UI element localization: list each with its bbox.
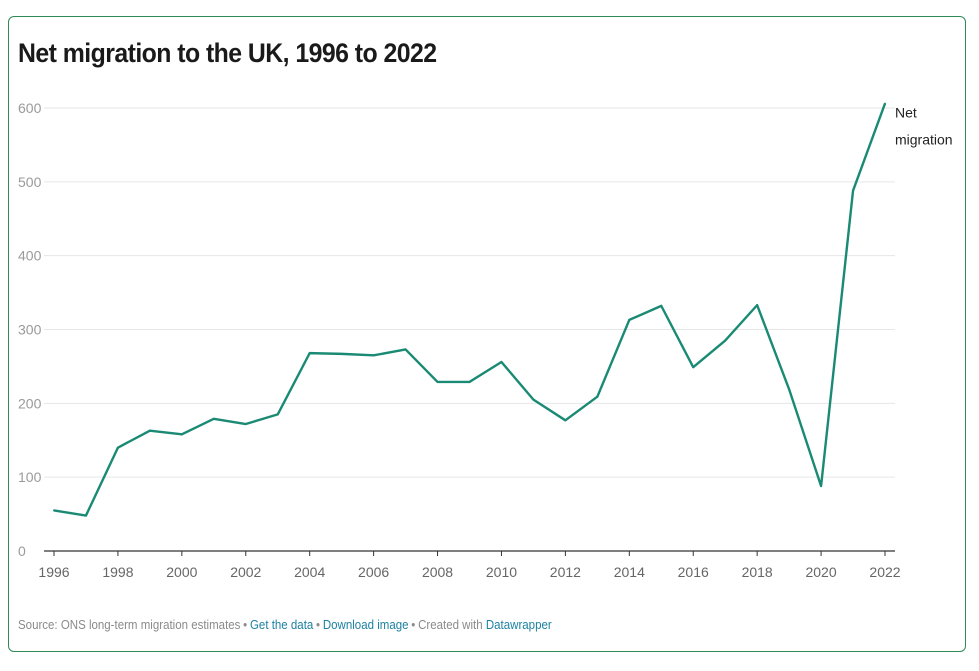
x-tick-label: 2016 [678, 564, 709, 580]
data-point [372, 354, 375, 357]
x-tick-label: 2014 [614, 564, 645, 580]
y-tick-label: 0 [18, 543, 26, 559]
created-with-text: Created with [418, 618, 483, 632]
source-text: Source: ONS long-term migration estimate… [18, 618, 241, 632]
download-image-link[interactable]: Download image [322, 618, 409, 632]
x-tick-label: 2020 [805, 564, 836, 580]
data-point [53, 509, 55, 512]
data-point [788, 388, 791, 391]
data-point [404, 348, 407, 351]
series-label: Net migration [895, 105, 953, 148]
x-tick-label: 2002 [230, 564, 261, 580]
x-tick-label: 2006 [358, 564, 389, 580]
get-data-link[interactable]: Get the data [249, 618, 314, 632]
x-tick-label: 2022 [869, 564, 900, 580]
data-point [180, 433, 183, 436]
y-tick-label: 500 [18, 174, 42, 190]
x-tick-label: 1998 [102, 564, 133, 580]
footer-separator: • [316, 618, 321, 632]
data-point [564, 419, 567, 422]
x-tick-label: 2008 [422, 564, 453, 580]
x-tick-label: 2004 [294, 564, 325, 580]
series-label-text: migration [895, 132, 953, 148]
footer-separator: • [243, 618, 248, 632]
x-tick-label: 2010 [486, 564, 517, 580]
data-point [692, 366, 695, 369]
y-tick-label: 300 [18, 322, 42, 338]
data-point [148, 429, 151, 432]
chart-title: Net migration to the UK, 1996 to 2022 [18, 38, 437, 68]
gridlines [44, 107, 895, 478]
data-point [756, 304, 759, 307]
chart-frame [8, 16, 966, 652]
data-point [436, 380, 439, 383]
data-point [116, 446, 119, 449]
data-point [244, 423, 247, 426]
x-axis-ticks: 1996 1998 2000 2002 2004 2006 2008 2010 2012 2014… [38, 551, 901, 580]
data-point [724, 339, 727, 342]
y-tick-label: 400 [18, 248, 42, 264]
x-tick-label: 2018 [742, 564, 773, 580]
data-point [308, 352, 311, 355]
y-axis-ticks: 0 100 200 300 400 500 600 [18, 100, 42, 559]
data-point [660, 304, 663, 307]
data-point [820, 485, 823, 488]
series-line-net-migration [53, 103, 887, 517]
footer-separator: • [411, 618, 416, 632]
data-point [276, 413, 279, 416]
data-points [53, 102, 886, 517]
x-tick-label: 1996 [38, 564, 69, 580]
data-point [884, 102, 886, 105]
data-point [628, 318, 631, 321]
data-point [852, 189, 855, 192]
data-point [212, 417, 215, 420]
series-label-text: Net [895, 105, 917, 121]
data-point [532, 398, 535, 401]
footer: Source: ONS long-term migration estimate… [18, 618, 552, 632]
data-point [340, 352, 343, 355]
datawrapper-link[interactable]: Datawrapper [485, 618, 552, 632]
y-tick-label: 600 [18, 100, 42, 116]
data-point [500, 360, 503, 363]
y-tick-label: 200 [18, 395, 42, 411]
data-point [596, 395, 599, 398]
data-point [468, 380, 471, 383]
data-point [84, 514, 87, 517]
y-tick-label: 100 [18, 469, 42, 485]
x-tick-label: 2012 [550, 564, 581, 580]
x-tick-label: 2000 [166, 564, 197, 580]
